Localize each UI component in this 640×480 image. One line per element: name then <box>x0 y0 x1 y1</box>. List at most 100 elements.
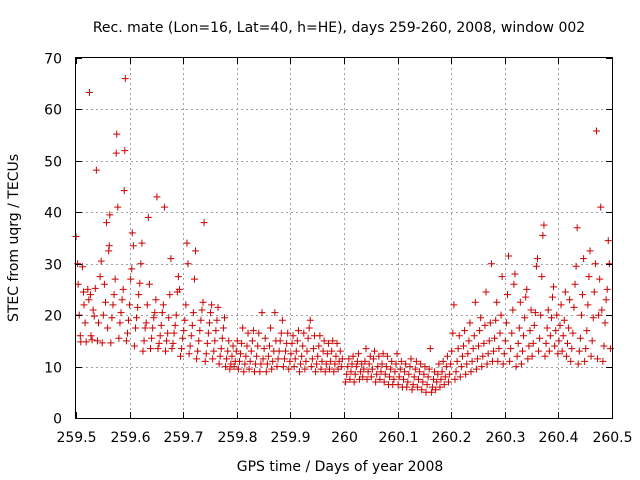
data-point <box>570 303 578 311</box>
data-point <box>247 347 255 355</box>
data-point <box>274 355 282 363</box>
data-point <box>589 314 597 322</box>
data-point <box>408 386 416 394</box>
data-point <box>348 360 356 368</box>
y-tick-label: 60 <box>44 103 62 119</box>
data-point <box>233 337 241 345</box>
data-point <box>597 203 605 211</box>
data-point <box>318 357 326 365</box>
data-point <box>264 352 272 360</box>
data-point <box>322 360 330 368</box>
data-point <box>208 301 216 309</box>
data-point <box>304 334 312 342</box>
data-point <box>493 298 501 306</box>
y-tick-label: 10 <box>44 361 62 377</box>
data-point <box>76 332 84 340</box>
data-point <box>440 381 448 389</box>
data-point <box>336 347 344 355</box>
data-point <box>128 229 136 237</box>
data-point <box>532 262 540 270</box>
y-tick-label: 30 <box>44 258 62 274</box>
x-tick-label: 260.3 <box>485 430 525 446</box>
data-point <box>393 350 401 358</box>
data-point <box>544 306 552 314</box>
x-tick-label: 260.4 <box>538 430 578 446</box>
data-point <box>369 355 377 363</box>
data-point <box>269 357 277 365</box>
chart-title: Rec. mate (Lon=16, Lat=40, h=HE), days 2… <box>93 20 585 36</box>
data-point <box>497 311 505 319</box>
x-tick-label: 260.1 <box>378 430 418 446</box>
data-point <box>460 342 468 350</box>
data-point <box>368 365 376 373</box>
data-point <box>316 332 324 340</box>
data-point <box>468 357 476 365</box>
data-point <box>299 342 307 350</box>
data-point <box>411 365 419 373</box>
data-point <box>333 339 341 347</box>
data-point <box>572 262 580 270</box>
data-point <box>569 329 577 337</box>
data-point <box>332 352 340 360</box>
data-point <box>585 273 593 281</box>
data-point <box>373 370 381 378</box>
data-point <box>234 365 242 373</box>
data-point <box>89 306 97 314</box>
data-point <box>301 365 309 373</box>
data-point <box>121 75 129 83</box>
data-point <box>481 321 489 329</box>
data-point <box>450 301 458 309</box>
data-point <box>458 352 466 360</box>
data-point <box>328 347 336 355</box>
x-tick-label: 260 <box>331 430 358 446</box>
data-point <box>545 347 553 355</box>
data-point <box>371 347 379 355</box>
data-point <box>365 360 373 368</box>
data-point <box>448 347 456 355</box>
data-point <box>319 347 327 355</box>
data-point <box>343 370 351 378</box>
data-point <box>260 345 268 353</box>
data-point <box>195 337 203 345</box>
data-point <box>168 345 176 353</box>
data-point <box>210 347 218 355</box>
data-point <box>242 352 250 360</box>
data-point <box>445 378 453 386</box>
data-point <box>125 316 133 324</box>
data-point <box>555 337 563 345</box>
data-point <box>81 319 89 327</box>
data-point <box>87 332 95 340</box>
data-point <box>595 311 603 319</box>
data-point <box>143 301 151 309</box>
data-point <box>483 360 491 368</box>
data-point <box>433 378 441 386</box>
data-point <box>313 360 321 368</box>
data-point <box>326 365 334 373</box>
data-point <box>515 324 523 332</box>
data-point <box>496 329 504 337</box>
data-point <box>508 329 516 337</box>
data-point <box>177 352 185 360</box>
data-point <box>198 306 206 314</box>
data-point <box>237 350 245 358</box>
data-point <box>294 327 302 335</box>
y-tick-label: 50 <box>44 155 62 171</box>
data-point <box>98 339 106 347</box>
data-point <box>587 352 595 360</box>
data-point <box>442 363 450 371</box>
data-point <box>434 370 442 378</box>
data-point <box>581 357 589 365</box>
data-point <box>282 347 290 355</box>
data-point <box>293 337 301 345</box>
data-point <box>506 357 514 365</box>
data-points <box>72 75 614 396</box>
data-point <box>162 347 170 355</box>
data-point <box>165 314 173 322</box>
plot-frame <box>75 57 613 419</box>
data-point <box>214 303 222 311</box>
data-point <box>257 360 265 368</box>
data-point <box>349 352 357 360</box>
data-point <box>584 301 592 309</box>
data-point <box>505 252 513 260</box>
data-point <box>284 329 292 337</box>
